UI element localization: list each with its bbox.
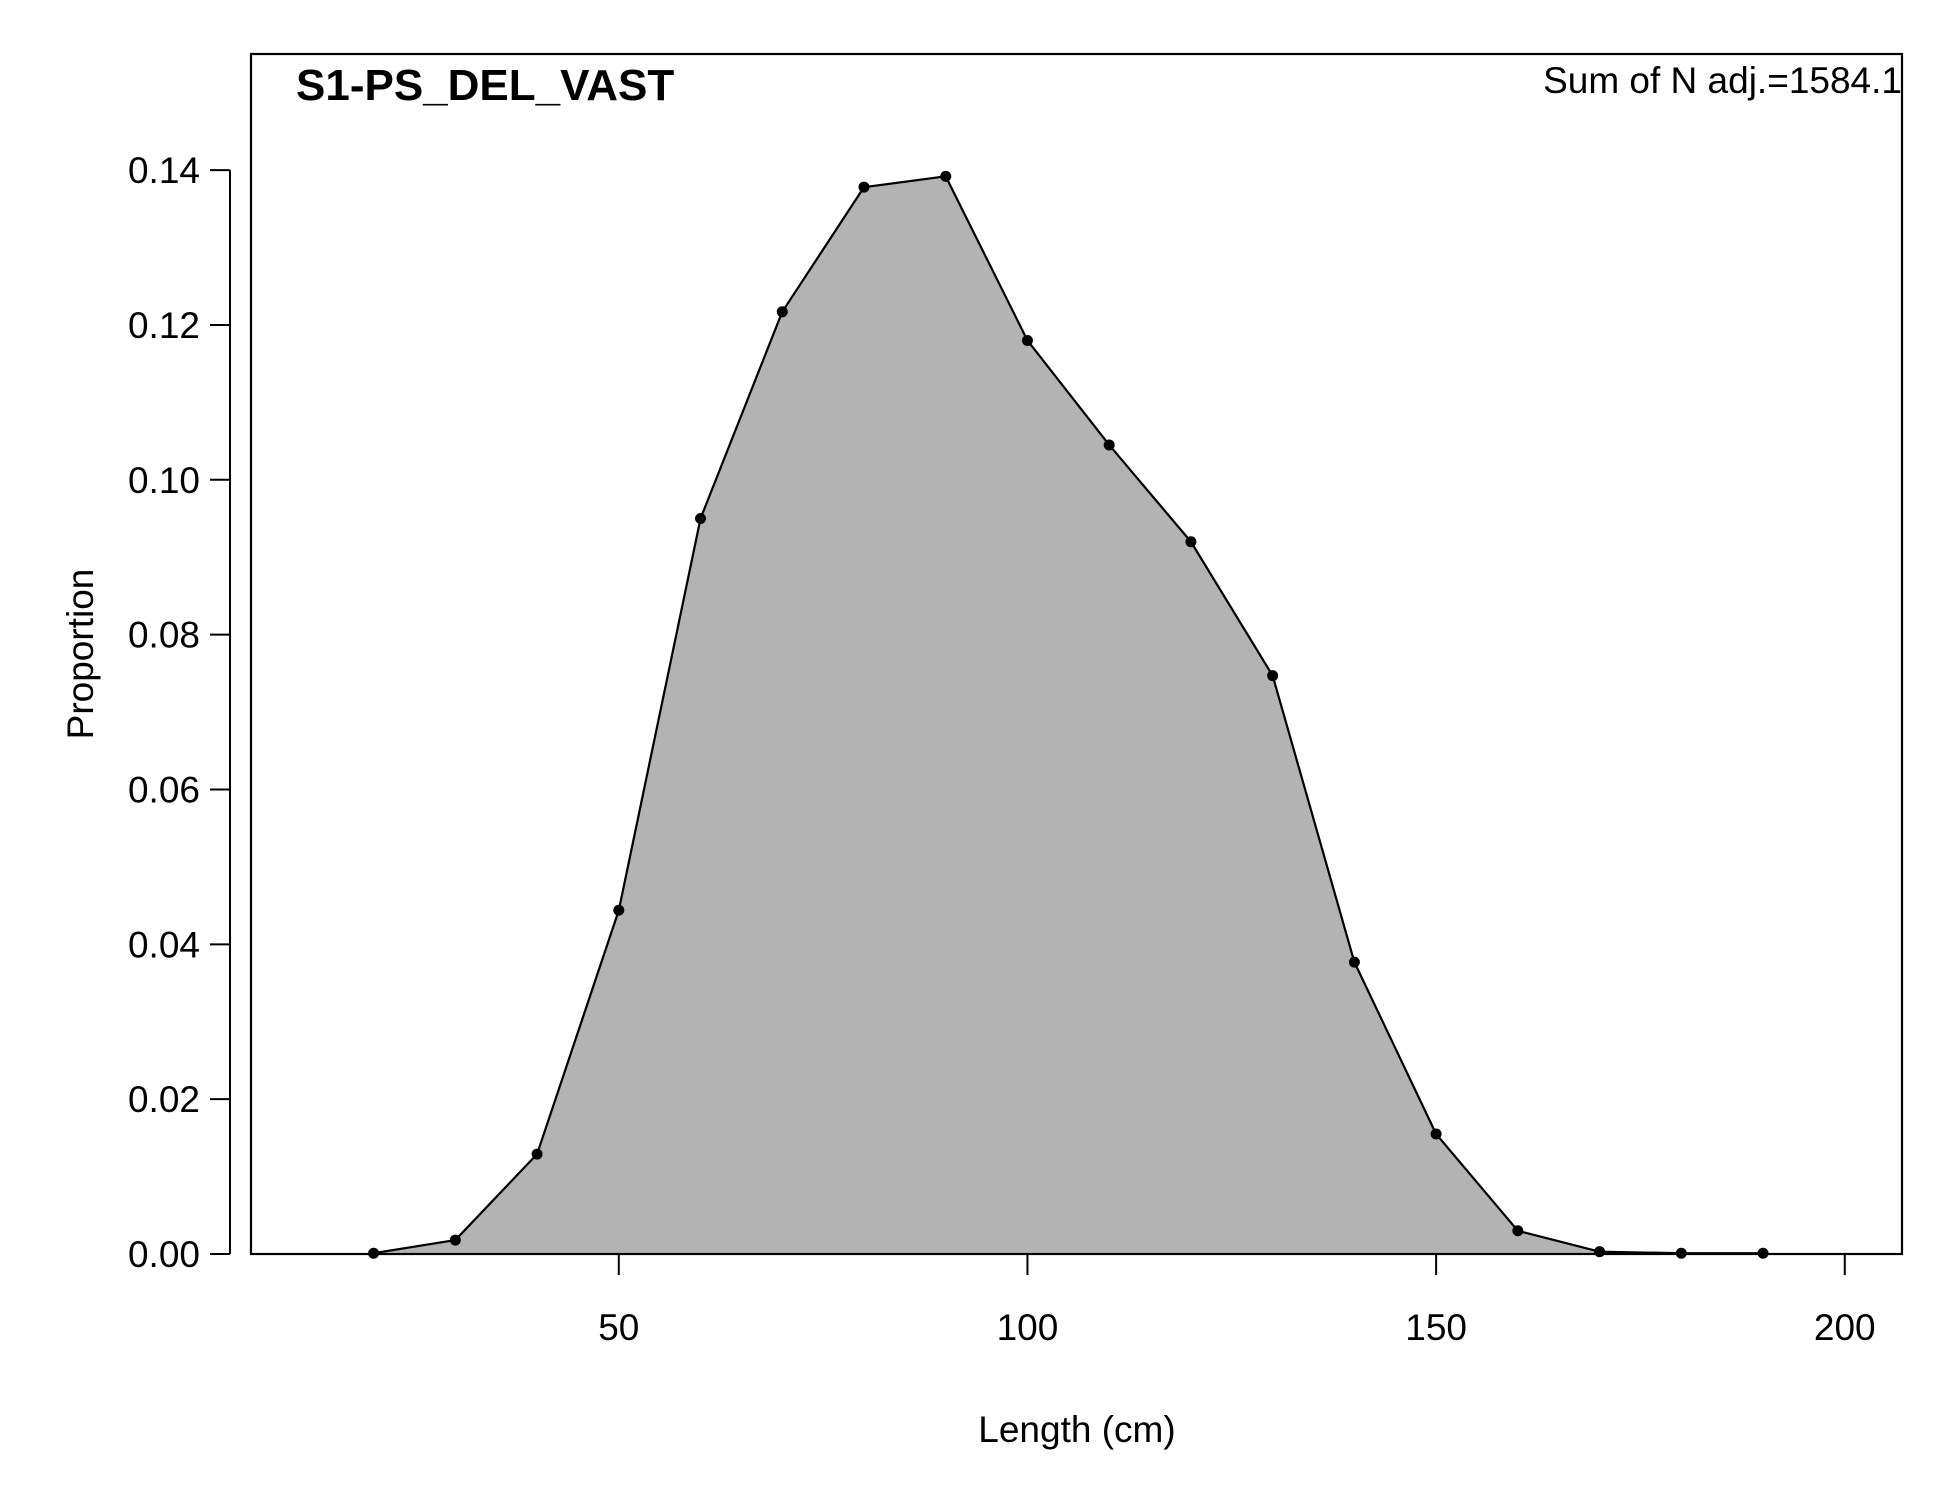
data-point [1430, 1128, 1442, 1140]
y-tick-label: 0.12 [128, 305, 200, 346]
y-tick-label: 0.06 [128, 769, 200, 810]
data-point [1185, 536, 1197, 548]
x-tick-label: 200 [1814, 1307, 1876, 1348]
y-tick-label: 0.08 [128, 615, 200, 656]
data-point [1512, 1225, 1524, 1237]
data-point [531, 1148, 543, 1160]
data-point [1594, 1246, 1606, 1258]
series-layer [368, 170, 1769, 1259]
y-tick-label: 0.14 [128, 150, 200, 191]
data-point [940, 170, 952, 182]
y-axis-title: Proportion [60, 569, 101, 740]
data-point [613, 904, 625, 916]
y-tick-label: 0.04 [128, 924, 200, 965]
data-point [776, 306, 788, 318]
chart-title: S1-PS_DEL_VAST [296, 61, 674, 110]
series-area-fill [373, 176, 1764, 1254]
data-point [1267, 670, 1279, 682]
x-tick-label: 50 [598, 1307, 639, 1348]
y-tick-label: 0.00 [128, 1234, 200, 1275]
data-point [1021, 334, 1033, 346]
x-tick-label: 150 [1405, 1307, 1467, 1348]
data-point [1348, 956, 1360, 968]
plot-frame [249, 52, 1904, 1256]
data-point [858, 181, 870, 193]
data-point [695, 513, 707, 525]
data-point [1103, 439, 1115, 451]
y-tick-label: 0.10 [128, 460, 200, 501]
x-axis-title: Length (cm) [978, 1409, 1175, 1450]
x-tick-label: 100 [997, 1307, 1059, 1348]
sum-annotation: Sum of N adj.=1584.1 [1543, 60, 1902, 101]
y-tick-label: 0.02 [128, 1079, 200, 1120]
data-point [449, 1234, 461, 1246]
series-line [373, 175, 1764, 1255]
